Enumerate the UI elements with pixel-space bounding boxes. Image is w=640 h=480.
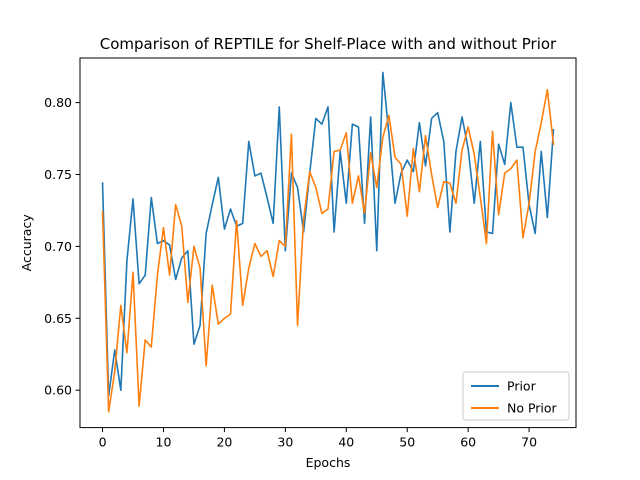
x-axis-label: Epochs — [306, 455, 351, 470]
x-tick-label: 20 — [216, 435, 232, 450]
y-tick-label: 0.70 — [44, 239, 72, 254]
y-tick-label: 0.75 — [44, 167, 72, 182]
y-axis-label: Accuracy — [19, 214, 34, 272]
x-tick-label: 0 — [99, 435, 107, 450]
x-tick-label: 60 — [460, 435, 476, 450]
series-line-no-prior — [101, 88, 555, 413]
x-tick-label: 10 — [156, 435, 172, 450]
x-tick-label: 70 — [521, 435, 537, 450]
legend: Prior No Prior — [462, 371, 570, 421]
y-tick-label: 0.65 — [44, 311, 72, 326]
x-tick-label: 30 — [277, 435, 293, 450]
y-tick-label: 0.80 — [44, 95, 72, 110]
legend-label-prior: Prior — [507, 379, 537, 394]
x-tick-label: 50 — [399, 435, 415, 450]
series-line-prior — [101, 71, 555, 397]
series-layer — [101, 71, 555, 413]
x-axis: 0 10 20 30 40 50 60 70 — [99, 427, 537, 450]
x-tick-label: 40 — [338, 435, 354, 450]
plot-frame — [79, 57, 577, 429]
y-tick-label: 0.60 — [44, 383, 72, 398]
chart-title: Comparison of REPTILE for Shelf-Place wi… — [100, 35, 557, 53]
legend-label-no-prior: No Prior — [507, 401, 558, 416]
y-axis: 0.60 0.65 0.70 0.75 0.80 — [44, 95, 80, 398]
